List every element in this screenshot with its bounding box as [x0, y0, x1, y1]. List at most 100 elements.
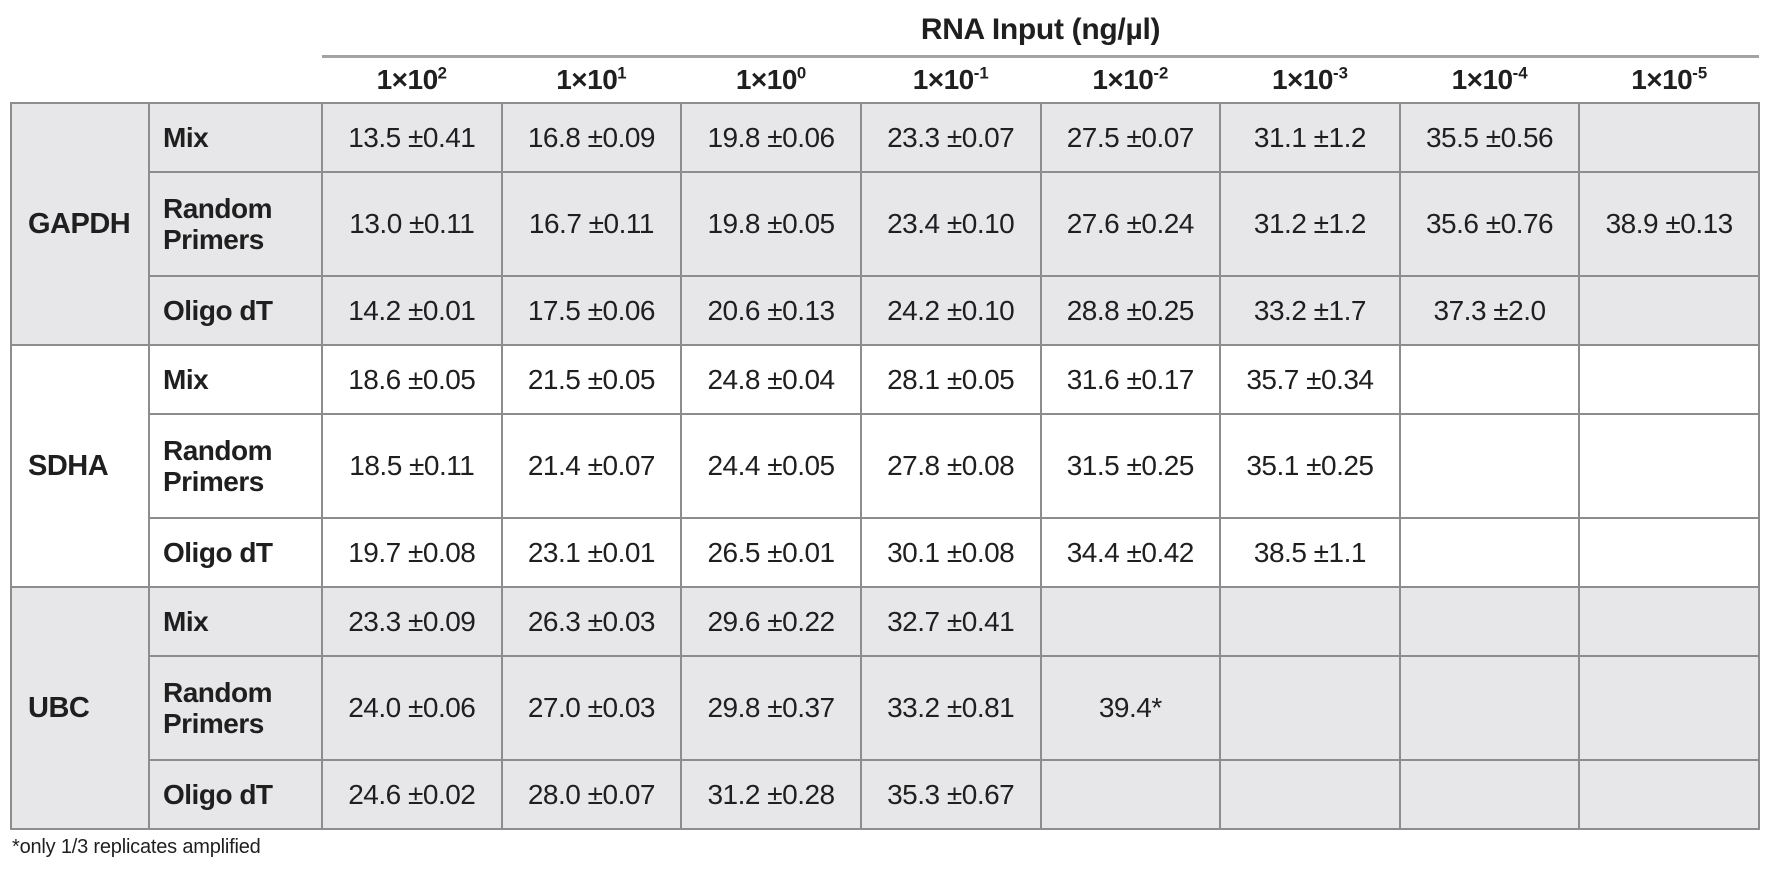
- value-cell: 21.4 ±0.07: [500, 413, 683, 519]
- value-cell: 24.8 ±0.04: [680, 344, 862, 415]
- value-cell: 26.5 ±0.01: [680, 517, 862, 588]
- value-cell: 31.1 ±1.2: [1219, 102, 1401, 173]
- table-row-gapdh-1: Random Primers 13.0 ±0.11 16.7 ±0.11 19.8 ±…: [11, 171, 1760, 277]
- value-cell-empty: [1039, 759, 1222, 830]
- primer-method-cell: Random Primers: [148, 413, 323, 519]
- primer-method-cell: Mix: [148, 344, 323, 415]
- value-cell: 23.1 ±0.01: [500, 517, 683, 588]
- value-cell-empty: [1398, 413, 1581, 519]
- value-cell-empty: [1219, 586, 1401, 657]
- table-row-ubc-2: Oligo dT 24.6 ±0.02 28.0 ±0.07 31.2 ±0.28 35…: [11, 759, 1760, 830]
- value-cell: 24.2 ±0.10: [859, 275, 1042, 346]
- column-header-3: 1×10-1: [860, 56, 1041, 103]
- value-cell: 13.0 ±0.11: [321, 171, 503, 277]
- value-cell: 28.8 ±0.25: [1039, 275, 1222, 346]
- value-cell-empty: [1578, 344, 1760, 415]
- value-cell-empty: [1578, 655, 1760, 761]
- value-cell: 33.2 ±0.81: [859, 655, 1042, 761]
- value-cell: 19.8 ±0.05: [680, 171, 862, 277]
- primer-method-cell: Mix: [148, 586, 323, 657]
- value-cell: 23.3 ±0.07: [859, 102, 1042, 173]
- value-cell: 16.7 ±0.11: [500, 171, 683, 277]
- column-header-0: 1×102: [322, 56, 502, 103]
- value-cell: 29.6 ±0.22: [680, 586, 862, 657]
- value-cell: 31.5 ±0.25: [1039, 413, 1222, 519]
- value-cell: 28.1 ±0.05: [859, 344, 1042, 415]
- value-cell-empty: [1219, 759, 1401, 830]
- value-cell-empty: [1398, 517, 1581, 588]
- value-cell: 23.4 ±0.10: [859, 171, 1042, 277]
- value-cell: 27.0 ±0.03: [500, 655, 683, 761]
- column-header-6: 1×10-4: [1399, 56, 1580, 103]
- value-cell: 13.5 ±0.41: [321, 102, 503, 173]
- value-cell-empty: [1578, 759, 1760, 830]
- value-cell: 35.6 ±0.76: [1398, 171, 1581, 277]
- table-row-ubc-0: UBC Mix 23.3 ±0.09 26.3 ±0.03 29.6 ±0.22 32.7…: [10, 586, 1760, 830]
- footnote: *only 1/3 replicates amplified: [12, 836, 261, 858]
- table-row-gapdh-2: Oligo dT 14.2 ±0.01 17.5 ±0.06 20.6 ±0.13 24…: [11, 275, 1760, 346]
- table-row-gapdh-0: GAPDH Mix 13.5 ±0.41 16.8 ±0.09 19.8 ±0.06 23…: [10, 102, 1760, 346]
- value-cell: 31.2 ±0.28: [680, 759, 862, 830]
- value-cell: 27.5 ±0.07: [1039, 102, 1222, 173]
- value-cell: 14.2 ±0.01: [321, 275, 503, 346]
- table-title: RNA Input (ng/µl): [322, 6, 1759, 58]
- value-cell: 16.8 ±0.09: [500, 102, 683, 173]
- table-body: GAPDH Mix 13.5 ±0.41 16.8 ±0.09 19.8 ±0.06 23…: [10, 102, 1760, 830]
- figure-table-panel: RNA Input (ng/µl) 1×102 1×101 1×100 1×10-1 1…: [10, 6, 1760, 858]
- table-row-sdha-0: SDHA Mix 18.6 ±0.05 21.5 ±0.05 24.8 ±0.04 28.…: [10, 344, 1760, 588]
- value-cell: 18.6 ±0.05: [321, 344, 503, 415]
- value-cell: 31.2 ±1.2: [1219, 171, 1401, 277]
- value-cell: 17.5 ±0.06: [500, 275, 683, 346]
- title-row: RNA Input (ng/µl): [11, 6, 1759, 58]
- value-cell-empty: [1398, 344, 1581, 415]
- table-row-sdha-2: Oligo dT 19.7 ±0.08 23.1 ±0.01 26.5 ±0.01 30…: [11, 517, 1760, 588]
- value-cell: 29.8 ±0.37: [680, 655, 862, 761]
- value-cell: 35.5 ±0.56: [1398, 102, 1581, 173]
- value-cell: 24.4 ±0.05: [680, 413, 862, 519]
- value-cell: 35.1 ±0.25: [1219, 413, 1401, 519]
- value-cell: 39.4*: [1039, 655, 1222, 761]
- table-header: RNA Input (ng/µl) 1×102 1×101 1×100 1×10-1 1…: [11, 6, 1759, 103]
- primer-method-cell: Mix: [148, 102, 323, 173]
- value-cell-empty: [1578, 586, 1760, 657]
- value-cell: 33.2 ±1.7: [1219, 275, 1401, 346]
- gene-cell-ubc: UBC: [10, 586, 150, 830]
- primer-method-cell: Random Primers: [148, 171, 323, 277]
- value-cell-empty: [1398, 759, 1581, 830]
- value-cell: 37.3 ±2.0: [1398, 275, 1581, 346]
- column-header-2: 1×100: [681, 56, 861, 103]
- table-row-ubc-1: Random Primers 24.0 ±0.06 27.0 ±0.03 29.8 ±…: [11, 655, 1760, 761]
- column-header-5: 1×10-3: [1220, 56, 1400, 103]
- header-spacer: [11, 6, 322, 56]
- value-cell-empty: [1578, 517, 1760, 588]
- value-cell: 23.3 ±0.09: [321, 586, 503, 657]
- gene-cell-sdha: SDHA: [10, 344, 150, 588]
- primer-method-cell: Oligo dT: [148, 759, 323, 830]
- value-cell-empty: [1578, 413, 1760, 519]
- column-header-7: 1×10-5: [1579, 56, 1759, 103]
- value-cell: 27.8 ±0.08: [859, 413, 1042, 519]
- value-cell: 30.1 ±0.08: [859, 517, 1042, 588]
- header-spacer: [11, 56, 322, 103]
- value-cell-empty: [1578, 102, 1760, 173]
- value-cell: 26.3 ±0.03: [500, 586, 683, 657]
- value-cell: 19.8 ±0.06: [680, 102, 862, 173]
- value-cell: 24.0 ±0.06: [321, 655, 503, 761]
- primer-method-cell: Oligo dT: [148, 517, 323, 588]
- column-header-1: 1×101: [501, 56, 682, 103]
- value-cell: 38.5 ±1.1: [1219, 517, 1401, 588]
- primer-method-cell: Random Primers: [148, 655, 323, 761]
- gene-cell-gapdh: GAPDH: [10, 102, 150, 346]
- rna-input-ct-table: RNA Input (ng/µl) 1×102 1×101 1×100 1×10-1 1…: [10, 6, 1760, 830]
- value-cell: 19.7 ±0.08: [321, 517, 503, 588]
- value-cell: 28.0 ±0.07: [500, 759, 683, 830]
- value-cell: 31.6 ±0.17: [1039, 344, 1222, 415]
- value-cell: 34.4 ±0.42: [1039, 517, 1222, 588]
- value-cell: 35.7 ±0.34: [1219, 344, 1401, 415]
- value-cell-empty: [1398, 586, 1581, 657]
- value-cell-empty: [1398, 655, 1581, 761]
- value-cell: 24.6 ±0.02: [321, 759, 503, 830]
- value-cell-empty: [1039, 586, 1222, 657]
- value-cell: 21.5 ±0.05: [500, 344, 683, 415]
- table-row-sdha-1: Random Primers 18.5 ±0.11 21.4 ±0.07 24.4 ±…: [11, 413, 1760, 519]
